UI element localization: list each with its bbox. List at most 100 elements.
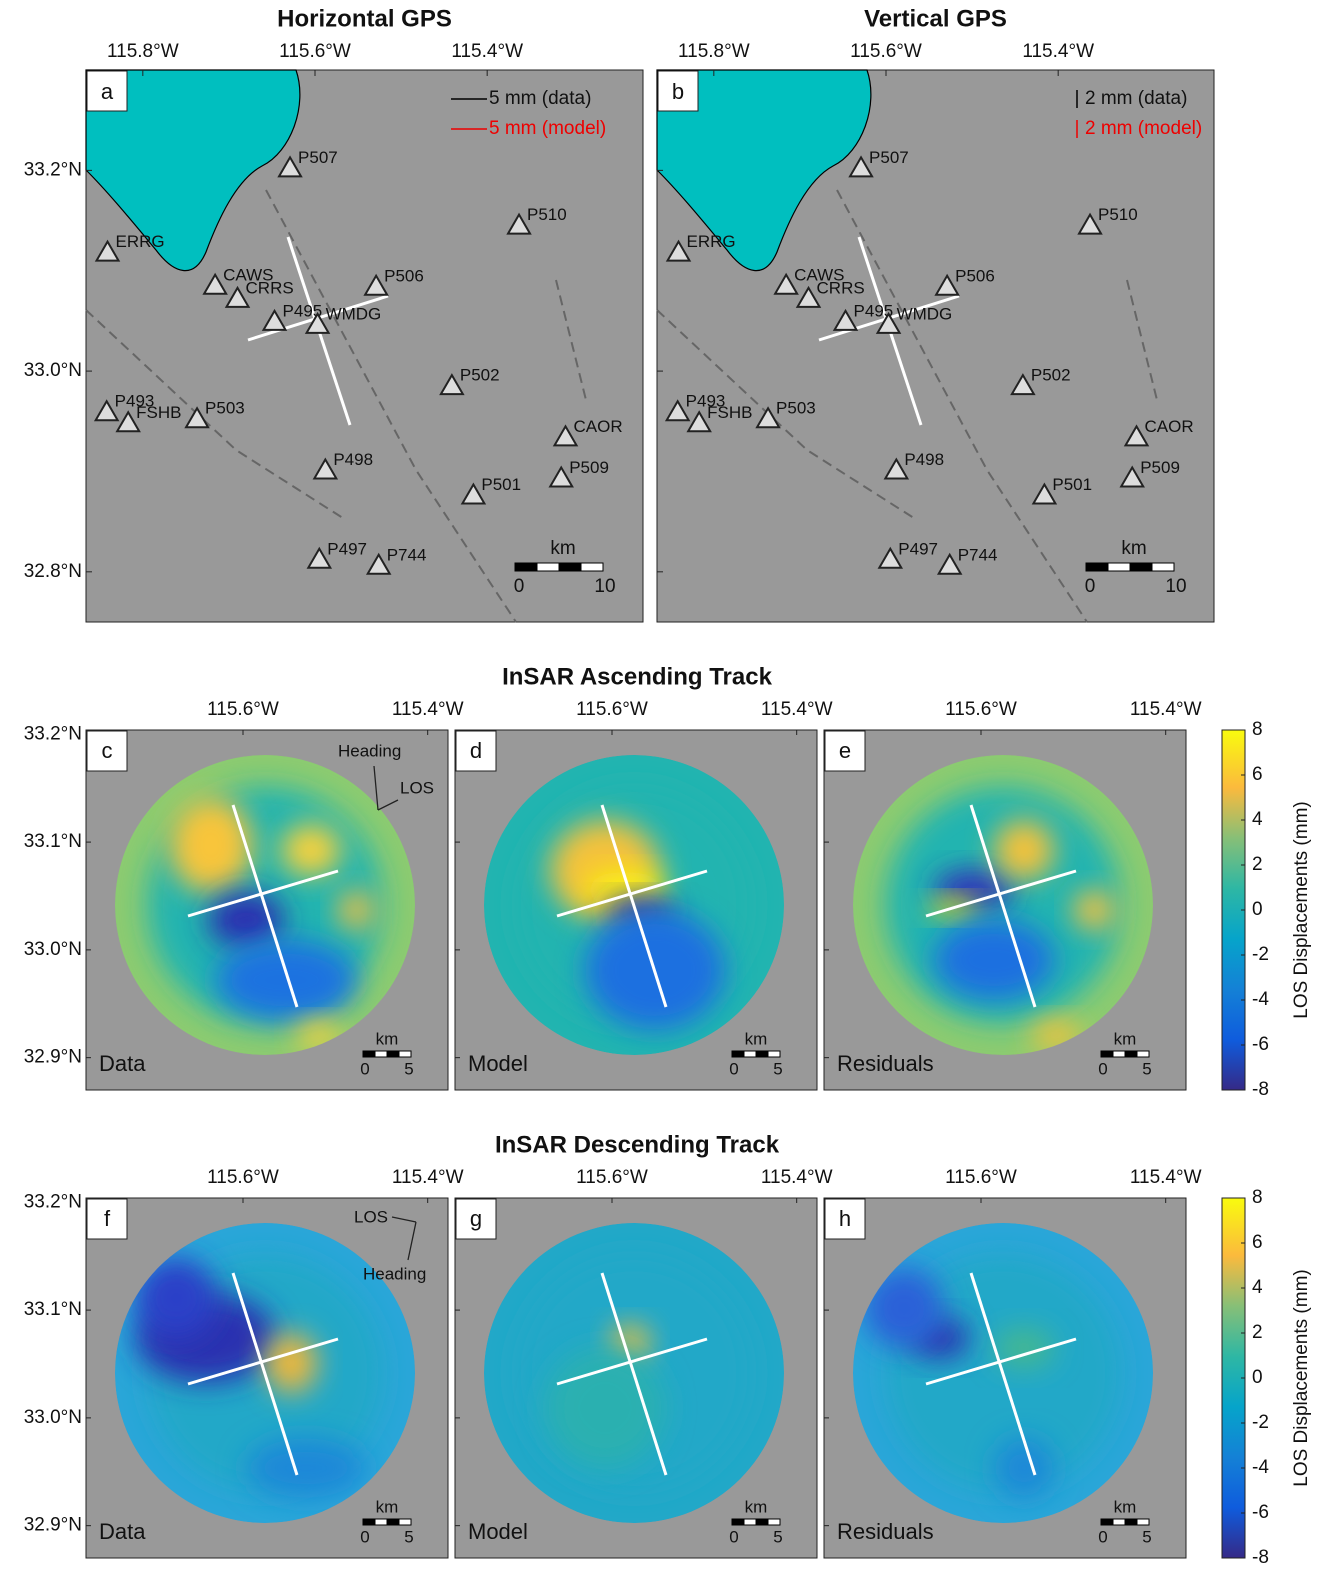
scale-tick: 0: [729, 1527, 738, 1546]
y-tick-label: 32.9°N: [24, 1515, 82, 1536]
station-label: P497: [898, 539, 938, 558]
scale-bar: [1125, 1051, 1137, 1057]
los-anomaly: [1074, 890, 1114, 930]
colorbar-label: LOS Displacements (mm): [1291, 1269, 1312, 1487]
los-anomaly: [246, 1438, 366, 1498]
scale-label: km: [745, 1029, 768, 1048]
station-label: P501: [1052, 475, 1092, 494]
scale-tick: 0: [1098, 1059, 1107, 1078]
x-tick-label: 115.6°W: [207, 699, 279, 720]
panel-letter: b: [672, 79, 684, 104]
scale-bar: [375, 1519, 387, 1525]
scale-tick: 5: [404, 1527, 413, 1546]
los-anomaly: [545, 1348, 665, 1468]
scale-label: km: [550, 538, 575, 559]
station-label: WMDG: [897, 304, 953, 323]
scale-bar: [387, 1519, 399, 1525]
scale-bar: [375, 1051, 387, 1057]
station-label: P497: [327, 539, 367, 558]
y-tick-label: 33.2°N: [24, 159, 82, 180]
colorbar-tick-label: 8: [1252, 1187, 1263, 1208]
scale-bar: [1101, 1051, 1113, 1057]
station-label: P498: [333, 450, 373, 469]
y-tick-label: 33.1°N: [24, 1299, 82, 1320]
scale-bar: [363, 1519, 375, 1525]
station-label: P744: [387, 545, 427, 564]
station-label: FSHB: [707, 403, 752, 422]
scale-tick: 0: [1098, 1527, 1107, 1546]
colorbar-tick-label: 4: [1252, 1277, 1263, 1298]
los-anomaly: [281, 824, 341, 876]
x-tick-label: 115.4°W: [1130, 699, 1202, 720]
colorbar-tick-label: 4: [1252, 809, 1263, 830]
heading-label: Heading: [363, 1264, 426, 1283]
panel-letter: h: [839, 1206, 851, 1231]
figure: Horizontal GPS 115.8°W 115.6°W 115.4°W 33.2°…: [0, 0, 1331, 1579]
x-tick-label: 115.8°W: [678, 41, 750, 62]
x-tick-label: 115.4°W: [392, 699, 464, 720]
scale-bar: [1130, 563, 1152, 571]
scale-tick: 5: [1142, 1059, 1151, 1078]
los-anomaly: [338, 890, 374, 930]
panel-letter: g: [470, 1206, 482, 1231]
x-tick-label: 115.4°W: [761, 699, 833, 720]
scale-label: km: [745, 1497, 768, 1516]
panel-letter: d: [470, 738, 482, 763]
y-tick-label: 33.0°N: [24, 1407, 82, 1428]
heading-label: Heading: [338, 741, 401, 760]
scale-tick: 0: [729, 1059, 738, 1078]
x-tick-label: 115.4°W: [1022, 41, 1094, 62]
scale-label: km: [1114, 1029, 1137, 1048]
scale-bar: [768, 1051, 780, 1057]
colorbar-tick-label: -8: [1252, 1079, 1269, 1100]
legend-label: 2 mm (data): [1085, 88, 1187, 109]
panel-letter: e: [839, 738, 851, 763]
colorbar-tick-label: -4: [1252, 989, 1269, 1010]
scale-label: km: [376, 1029, 399, 1048]
station-label: ERRG: [687, 232, 736, 251]
colorbar-tick-label: -6: [1252, 1502, 1269, 1523]
x-tick-label: 115.6°W: [576, 1167, 648, 1188]
x-tick-label: 115.6°W: [576, 699, 648, 720]
station-label: CRRS: [817, 278, 865, 297]
legend-label: 2 mm (model): [1085, 118, 1202, 139]
scale-bar: [515, 563, 537, 571]
panel-letter: c: [102, 738, 113, 763]
colorbar-tick-label: -6: [1252, 1034, 1269, 1055]
colorbar-tick-label: -2: [1252, 1412, 1269, 1433]
panel-label: Model: [468, 1519, 528, 1544]
scale-bar: [768, 1519, 780, 1525]
station-label: CRRS: [246, 278, 294, 297]
scale-bar: [744, 1519, 756, 1525]
los-anomaly: [265, 1333, 317, 1393]
colorbar-tick-label: -8: [1252, 1547, 1269, 1568]
los-anomaly: [216, 940, 356, 1020]
los-anomaly: [994, 1438, 1054, 1498]
colorbar-tick-label: 8: [1252, 719, 1263, 740]
x-tick-label: 115.8°W: [107, 41, 179, 62]
panel-label: Residuals: [837, 1051, 934, 1076]
legend-label: 5 mm (model): [489, 118, 606, 139]
y-tick-label: 33.1°N: [24, 831, 82, 852]
y-tick-label: 33.2°N: [24, 723, 82, 744]
scale-bar: [399, 1519, 411, 1525]
station-label: P510: [527, 205, 567, 224]
los-anomaly: [169, 797, 253, 893]
station-label: ERRG: [116, 232, 165, 251]
station-label: P507: [869, 148, 909, 167]
scale-bar: [537, 563, 559, 571]
scale-bar: [1152, 563, 1174, 571]
panel-letter: f: [104, 1206, 111, 1231]
y-tick-label: 32.8°N: [24, 561, 82, 582]
station-label: P509: [1140, 458, 1180, 477]
scale-tick: 10: [594, 576, 615, 597]
x-tick-label: 115.4°W: [392, 1167, 464, 1188]
panel-title: Horizontal GPS: [277, 5, 452, 32]
scale-bar: [387, 1051, 399, 1057]
track-title: InSAR Ascending Track: [502, 663, 773, 690]
scale-tick: 0: [514, 576, 525, 597]
panel-label: Residuals: [837, 1519, 934, 1544]
station-label: CAOR: [1145, 417, 1194, 436]
scale-bar: [756, 1519, 768, 1525]
panel-letter: a: [101, 79, 114, 104]
